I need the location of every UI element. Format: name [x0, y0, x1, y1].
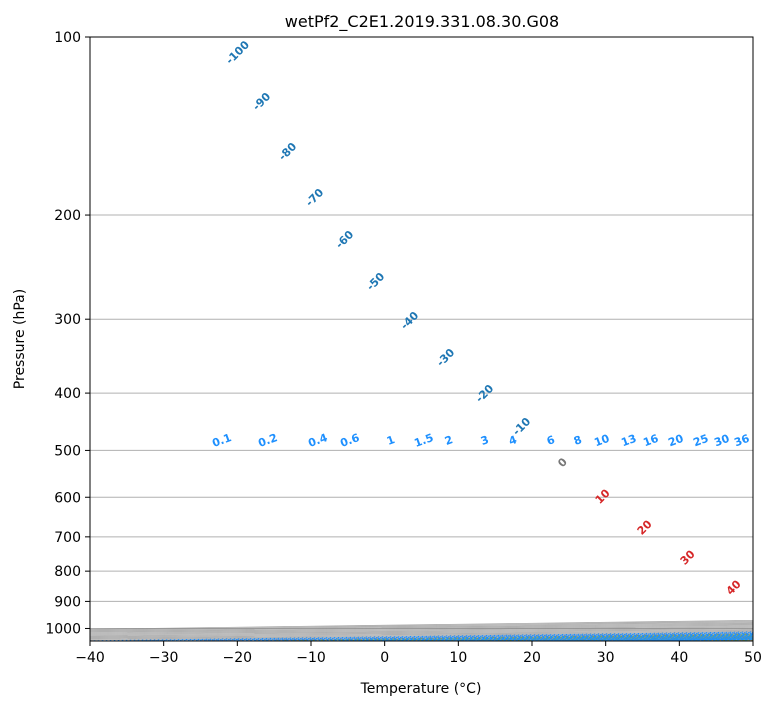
- mixing-ratio-label: 1: [385, 433, 397, 448]
- x-tick-label: 10: [449, 650, 467, 666]
- y-tick-label: 400: [54, 386, 81, 402]
- isotherm-line: [752, 640, 753, 641]
- y-tick-label: 200: [54, 208, 81, 224]
- x-tick-label: 20: [523, 650, 541, 666]
- y-tick-label: 700: [54, 530, 81, 546]
- chart-title: wetPf2_C2E1.2019.331.08.30.G08: [285, 12, 559, 32]
- mixing-ratio-label: 6: [545, 433, 557, 448]
- mixing-ratio-label: 1.5: [412, 431, 435, 450]
- mixing-ratio-label: 0.1: [210, 431, 233, 450]
- mixing-ratio-label: 4: [507, 433, 519, 448]
- mixing-ratio-label: 8: [572, 433, 584, 448]
- mixing-ratio-label: 0.4: [306, 431, 329, 450]
- background-lines: [90, 37, 753, 641]
- axes: −40 −30 −20 −10 0 10 20 30 40 5010020030040050060…: [45, 30, 762, 666]
- y-tick-label: 500: [54, 443, 81, 459]
- plot-background: [90, 37, 753, 641]
- x-tick-label: −40: [75, 650, 105, 666]
- x-axis-title: Temperature (°C): [360, 681, 482, 697]
- mixing-ratio-label: 10: [592, 432, 611, 450]
- mixing-ratio-label: 3: [479, 433, 491, 448]
- mixing-ratio-label: 13: [619, 432, 638, 449]
- mixing-ratio-label: 25: [691, 432, 710, 449]
- mixing-ratio-label: 30: [712, 432, 731, 450]
- y-tick-label: 600: [54, 490, 81, 506]
- x-tick-label: −10: [296, 650, 326, 666]
- mixing-ratio-label: 0.2: [256, 431, 279, 450]
- y-tick-label: 800: [54, 564, 81, 580]
- y-axis-title: Pressure (hPa): [12, 289, 28, 389]
- plot-frame: [89, 36, 754, 642]
- mixing-ratio-label: 20: [666, 432, 685, 450]
- x-tick-label: 40: [670, 650, 688, 666]
- y-tick-label: 900: [54, 594, 81, 610]
- y-tick-label: 1000: [45, 621, 81, 637]
- x-tick-label: 30: [597, 650, 615, 666]
- x-tick-label: −20: [223, 650, 253, 666]
- mixing-ratio-label: 0.6: [338, 431, 361, 450]
- mixing-ratio-label: 2: [443, 433, 455, 448]
- y-tick-label: 300: [54, 312, 81, 328]
- mixing-ratio-label: 16: [641, 432, 660, 450]
- x-tick-label: −30: [149, 650, 179, 666]
- mixing-ratio-label: 36: [732, 432, 751, 450]
- y-tick-label: 100: [54, 30, 81, 46]
- x-tick-label: 0: [380, 650, 389, 666]
- x-tick-label: 50: [744, 650, 762, 666]
